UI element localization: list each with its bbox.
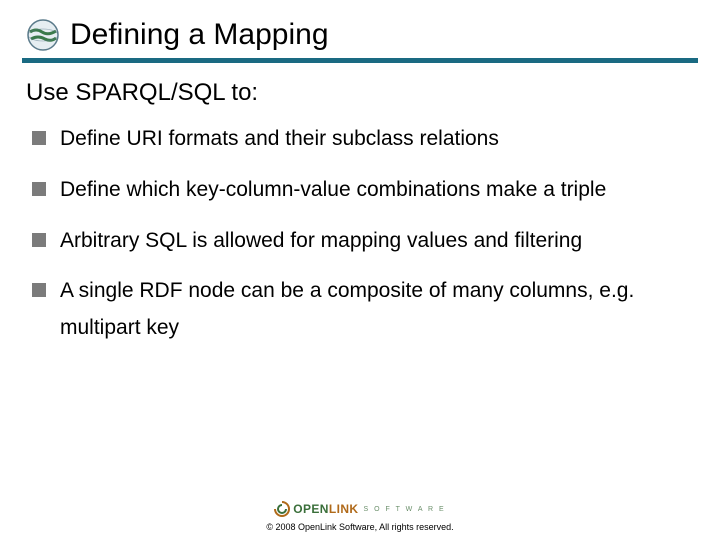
globe-icon <box>26 18 60 52</box>
slide: Defining a Mapping Use SPARQL/SQL to: De… <box>0 0 720 540</box>
list-item: Arbitrary SQL is allowed for mapping val… <box>26 223 694 260</box>
brand-link: LINK <box>329 502 359 516</box>
slide-title: Defining a Mapping <box>70 18 329 52</box>
list-item: Define which key-column-value combinatio… <box>26 172 694 209</box>
list-item: A single RDF node can be a composite of … <box>26 273 694 347</box>
copyright-text: © 2008 OpenLink Software, All rights res… <box>0 522 720 532</box>
slide-subtitle: Use SPARQL/SQL to: <box>26 79 694 107</box>
bullet-list: Define URI formats and their subclass re… <box>26 121 694 361</box>
slide-footer: OPENLINK S O F T W A R E © 2008 OpenLink… <box>0 501 720 532</box>
footer-logo: OPENLINK S O F T W A R E <box>274 501 445 517</box>
title-row: Defining a Mapping <box>26 18 694 52</box>
brand-text: OPENLINK <box>293 502 358 516</box>
brand-open: OPEN <box>293 502 329 516</box>
title-underline <box>22 58 698 63</box>
brand-software: S O F T W A R E <box>363 506 445 513</box>
list-item: Define URI formats and their subclass re… <box>26 121 694 158</box>
swirl-icon <box>274 501 290 517</box>
